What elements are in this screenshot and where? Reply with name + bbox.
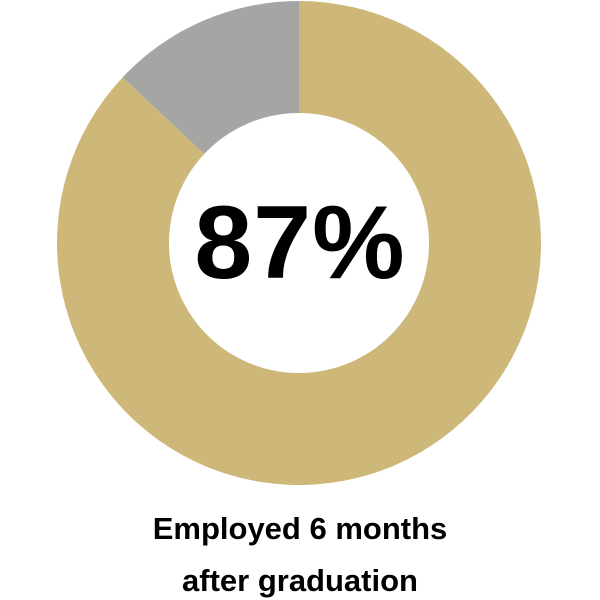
caption-line-2: after graduation	[182, 563, 418, 598]
donut-slice-0	[56, 1, 542, 485]
caption-line-1: Employed 6 months	[152, 511, 448, 546]
donut-slice-1	[122, 1, 299, 155]
center-percentage-label: 87%	[194, 185, 406, 301]
